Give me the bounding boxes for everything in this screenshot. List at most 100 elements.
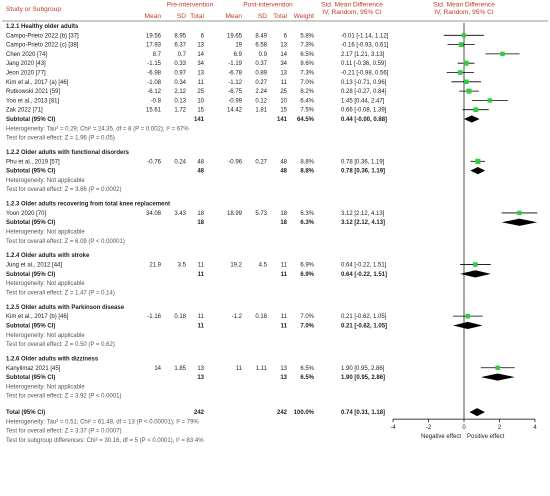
post-total: 11: [281, 314, 288, 320]
x-axis-right-label: Positive effect: [467, 434, 505, 440]
header-smd-plot: Std. Mean Difference: [433, 2, 495, 9]
study-name: Campo-Prieto 2022 (c) [38]: [6, 43, 79, 49]
subtotal-label: Subtotal (95% CI): [6, 323, 55, 329]
weight: 6.4%: [300, 98, 314, 104]
pre-total: 13: [197, 366, 204, 372]
post-total: 18: [280, 211, 287, 217]
pre-total: 14: [197, 52, 204, 58]
subgroup-overall-test: Test for overall effect: Z = 6.09 (P < 0…: [6, 239, 125, 245]
study-name: Phu et al., 2019 [57]: [6, 159, 60, 165]
smd-ci-text: 0.13 [-0.71, 0.96]: [341, 80, 387, 86]
subtotal-post-total: 48: [280, 169, 287, 175]
pre-mean: 34.08: [146, 211, 162, 217]
weight: 7.3%: [300, 43, 314, 49]
total-ci-text: 0.74 [0.31, 1.18]: [341, 410, 385, 416]
smd-ci-text: 3.12 [2.12, 4.13]: [341, 211, 385, 217]
subtotal-label: Subtotal (95% CI): [6, 375, 55, 381]
pre-sd: 2.12: [174, 89, 186, 95]
smd-ci-text: -0.16 [-0.93, 0.61]: [341, 43, 389, 49]
study-name: Kim et al., 2017 (a) [46]: [6, 80, 69, 86]
pre-mean: -6.12: [147, 89, 161, 95]
study-name: Yoo et al., 2013 [81]: [6, 98, 59, 104]
study-name: Chen 2020 [74]: [6, 52, 47, 58]
post-mean: -0.96: [228, 159, 242, 165]
pre-sd: 0.24: [174, 159, 186, 165]
post-total: 6: [284, 33, 288, 39]
subtotal-diamond: [480, 373, 515, 381]
post-mean: 19.65: [227, 33, 243, 39]
header-post-intervention: Post-intervention: [243, 2, 293, 9]
subtotal-ci-text: 3.12 [2.12, 4.13]: [341, 220, 385, 226]
post-sd: 6.58: [255, 43, 267, 49]
weight: 7.3%: [300, 71, 314, 77]
post-sd: 0.89: [255, 71, 267, 77]
subgroup-overall-test: Test for overall effect: Z = 3.92 (P < 0…: [6, 394, 122, 400]
subtotal-weight: 6.3%: [300, 220, 314, 226]
subgroup-title: 1.2.5 Older adults with Parkinson diseas…: [6, 305, 125, 311]
smd-ci-text: 0.11 [-0.36, 0.59]: [341, 61, 386, 67]
pre-total: 34: [197, 61, 204, 67]
subgroup-overall-test: Test for overall effect: Z = 3.66 (P = 0…: [6, 187, 122, 193]
post-mean: -6.78: [228, 71, 242, 77]
x-axis-tick-label: 4: [533, 425, 537, 431]
smd-ci-text: 2.17 [1.21, 3.13]: [341, 52, 385, 58]
weight: 7.0%: [300, 314, 314, 320]
total-weight: 100.0%: [294, 410, 315, 416]
x-axis-tick-label: -4: [390, 425, 396, 431]
header-smd-method-plot: IV, Random, 95% CI: [434, 9, 494, 16]
post-mean: -1.2: [232, 314, 243, 320]
study-point-estimate: [463, 60, 469, 66]
subtotal-ci-text: 0.64 [-0.22, 1.51]: [341, 272, 387, 278]
post-sd: 0.12: [255, 98, 267, 104]
subgroup-title: 1.2.3 Older adults recovering from total…: [6, 202, 170, 208]
header-pre-intervention: Pre-intervention: [167, 2, 214, 9]
study-name: Rutkowski 2021 [59]: [6, 89, 60, 95]
smd-ci-text: 0.66 [-0.08, 1.39]: [341, 108, 387, 114]
post-total: 15: [280, 108, 287, 114]
pre-sd: 1.72: [174, 108, 186, 114]
post-mean: 11: [236, 366, 243, 372]
subtotal-diamond: [501, 218, 538, 226]
post-mean: 19.2: [230, 263, 242, 269]
study-name: Jeon 2020 [77]: [6, 71, 46, 77]
post-sd: 0.27: [255, 80, 267, 86]
total-diamond: [469, 408, 485, 417]
subtotal-pre-total: 11: [198, 323, 205, 329]
weight: 8.2%: [300, 89, 314, 95]
pre-sd: 0.7: [178, 52, 187, 58]
post-mean: 14.42: [227, 108, 243, 114]
study-point-estimate: [500, 51, 505, 57]
pre-sd: 3.43: [174, 211, 186, 217]
post-sd: 2.24: [255, 89, 267, 95]
header-weight: Weight: [294, 13, 315, 20]
smd-ci-text: 0.64 [-0.22, 1.51]: [341, 263, 387, 269]
study-point-estimate: [473, 107, 479, 113]
subtotal-weight: 6.5%: [300, 375, 314, 381]
pre-sd: 0.18: [174, 314, 186, 320]
footer-line: Test for overall effect: Z = 3.37 (P = 0…: [6, 429, 122, 435]
subtotal-ci-text: 0.21 [-0.62, 1.05]: [341, 323, 387, 329]
post-sd: 4.5: [259, 263, 268, 269]
pre-mean: 8.7: [153, 52, 162, 58]
post-sd: 8.49: [255, 33, 267, 39]
post-sd: 5.73: [255, 211, 267, 217]
subtotal-post-total: 11: [281, 272, 288, 278]
post-total: 48: [280, 159, 287, 165]
subtotal-weight: 8.8%: [300, 169, 314, 175]
pre-total: 11: [198, 80, 205, 86]
study-point-estimate: [465, 313, 471, 319]
subtotal-weight: 7.0%: [300, 323, 314, 329]
subtotal-post-total: 11: [281, 323, 288, 329]
post-mean: 18.99: [227, 211, 243, 217]
post-sd: 1.11: [256, 366, 268, 372]
smd-ci-text: 0.28 [-0.27, 0.84]: [341, 89, 387, 95]
subtotal-post-total: 141: [277, 117, 288, 123]
subtotal-pre-total: 48: [197, 169, 204, 175]
post-sd: 0.37: [255, 61, 267, 67]
weight: 7.0%: [300, 80, 314, 86]
pre-mean: -6.98: [147, 71, 161, 77]
subgroup-heterogeneity: Heterogeneity: Not applicable: [6, 384, 85, 390]
study-point-estimate: [475, 158, 481, 164]
subtotal-pre-total: 13: [197, 375, 204, 381]
subtotal-ci-text: 0.78 [0.36, 1.19]: [341, 169, 385, 175]
